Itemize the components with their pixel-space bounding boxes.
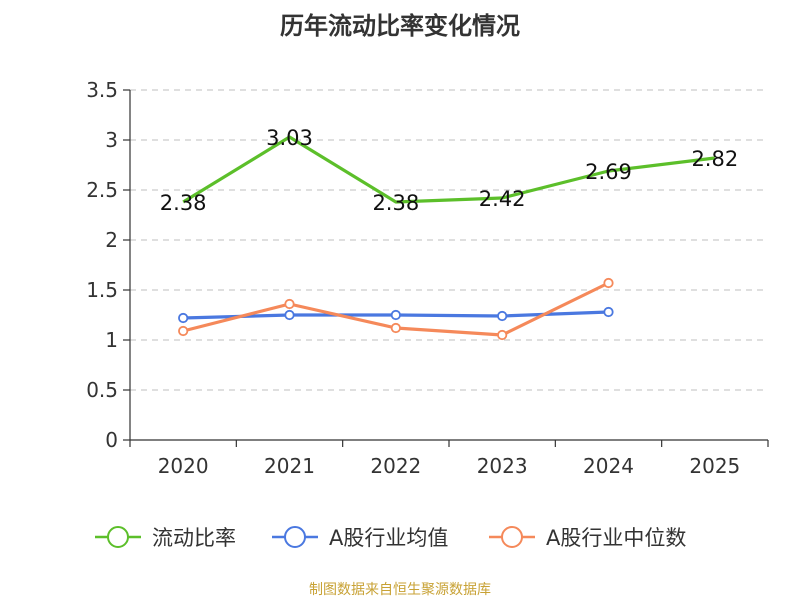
data-label: 3.03 bbox=[266, 126, 313, 150]
legend-label: 流动比率 bbox=[152, 526, 236, 550]
y-tick-label: 0 bbox=[105, 428, 118, 452]
data-label: 2.42 bbox=[479, 187, 526, 211]
data-point bbox=[178, 325, 189, 337]
x-tick-label: 2022 bbox=[370, 454, 421, 478]
data-point bbox=[178, 312, 189, 324]
data-point bbox=[284, 298, 295, 310]
data-point bbox=[390, 309, 401, 321]
y-tick-label: 2.5 bbox=[86, 178, 118, 202]
legend-marker bbox=[107, 526, 129, 548]
data-point bbox=[497, 329, 508, 341]
data-point bbox=[284, 309, 295, 321]
x-tick-label: 2023 bbox=[477, 454, 528, 478]
x-tick-label: 2021 bbox=[264, 454, 315, 478]
x-tick-label: 2025 bbox=[689, 454, 740, 478]
legend-label: A股行业均值 bbox=[329, 526, 448, 550]
y-tick-label: 3 bbox=[105, 128, 118, 152]
data-label: 2.38 bbox=[160, 191, 207, 215]
y-tick-label: 2 bbox=[105, 228, 118, 252]
y-tick-label: 1 bbox=[105, 328, 118, 352]
source-note: 制图数据来自恒生聚源数据库 bbox=[309, 582, 491, 598]
y-tick-label: 3.5 bbox=[86, 78, 118, 102]
data-label: 2.82 bbox=[691, 147, 738, 171]
legend-label: A股行业中位数 bbox=[546, 526, 686, 550]
data-label: 2.38 bbox=[372, 191, 419, 215]
y-tick-label: 0.5 bbox=[86, 378, 118, 402]
data-point bbox=[497, 310, 508, 322]
data-label: 2.69 bbox=[585, 160, 632, 184]
data-point bbox=[390, 322, 401, 334]
x-tick-label: 2020 bbox=[158, 454, 209, 478]
x-tick-label: 2024 bbox=[583, 454, 634, 478]
chart-title: 历年流动比率变化情况 bbox=[280, 12, 520, 40]
y-tick-label: 1.5 bbox=[86, 278, 118, 302]
legend-marker bbox=[284, 526, 306, 548]
legend-marker bbox=[501, 526, 523, 548]
data-point bbox=[603, 306, 614, 318]
series-line-0 bbox=[182, 135, 716, 204]
data-point bbox=[603, 277, 614, 289]
